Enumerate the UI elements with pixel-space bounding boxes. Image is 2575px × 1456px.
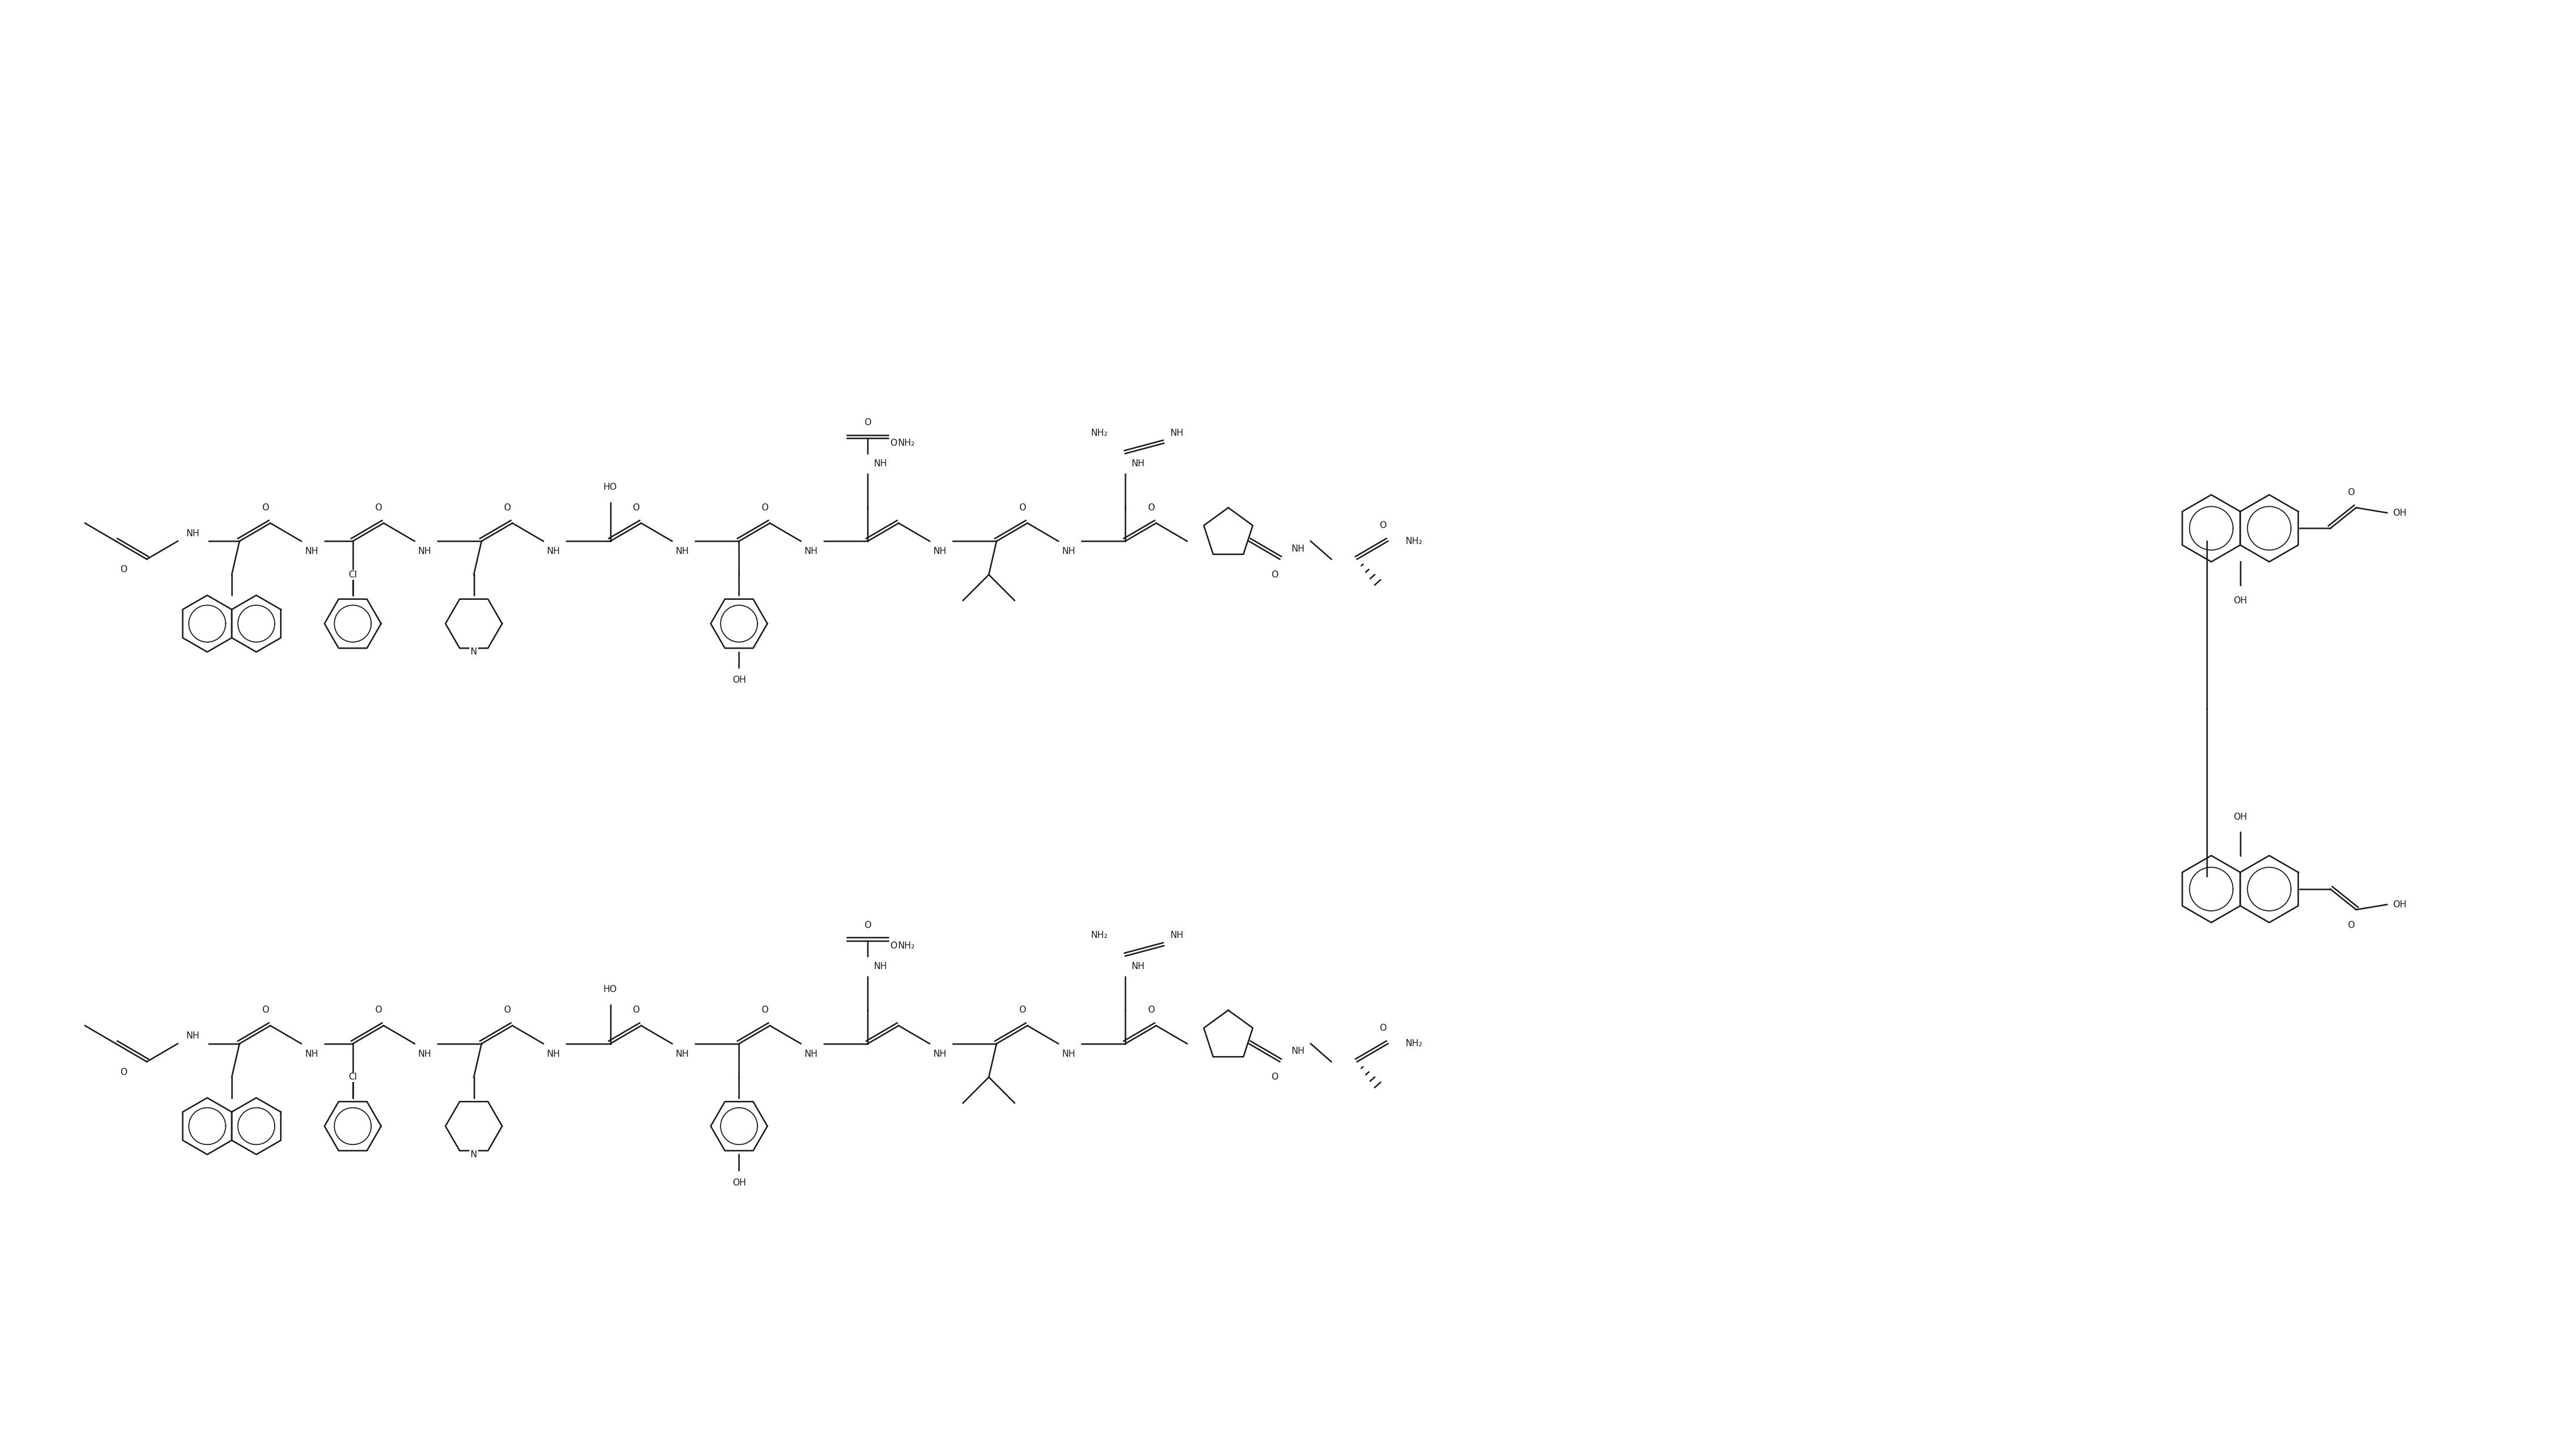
Text: OH: OH bbox=[731, 1178, 747, 1187]
Text: O: O bbox=[263, 1006, 268, 1015]
Text: O: O bbox=[1020, 504, 1025, 513]
Text: N: N bbox=[471, 1150, 476, 1159]
Text: NH: NH bbox=[417, 1050, 433, 1059]
Text: NH: NH bbox=[803, 547, 819, 556]
Text: NH: NH bbox=[1061, 1050, 1076, 1059]
Text: OH: OH bbox=[2392, 508, 2408, 517]
Text: O: O bbox=[1380, 521, 1385, 530]
Text: O: O bbox=[865, 920, 870, 929]
Text: NH₂: NH₂ bbox=[1406, 537, 1421, 546]
Text: HO: HO bbox=[603, 482, 618, 492]
Text: O: O bbox=[505, 504, 510, 513]
Text: NH: NH bbox=[932, 547, 948, 556]
Text: NH₂: NH₂ bbox=[899, 438, 914, 447]
Text: NH: NH bbox=[185, 1031, 201, 1041]
Text: NH: NH bbox=[1290, 545, 1306, 553]
Text: O: O bbox=[121, 1067, 126, 1076]
Text: O: O bbox=[1020, 1006, 1025, 1015]
Text: O: O bbox=[1148, 504, 1154, 513]
Text: NH₂: NH₂ bbox=[1092, 930, 1107, 941]
Text: NH: NH bbox=[304, 1050, 319, 1059]
Text: NH: NH bbox=[304, 547, 319, 556]
Text: O: O bbox=[1380, 1024, 1385, 1032]
Text: O: O bbox=[1272, 571, 1277, 579]
Text: NH: NH bbox=[1130, 962, 1146, 971]
Text: NH: NH bbox=[1169, 428, 1184, 437]
Text: O: O bbox=[762, 504, 767, 513]
Text: O: O bbox=[505, 1006, 510, 1015]
Text: NH₂: NH₂ bbox=[899, 942, 914, 951]
Text: NH: NH bbox=[873, 460, 888, 469]
Text: NH: NH bbox=[546, 547, 561, 556]
Text: HO: HO bbox=[603, 986, 618, 994]
Text: NH: NH bbox=[1169, 930, 1184, 941]
Text: NH: NH bbox=[417, 547, 433, 556]
Text: NH: NH bbox=[1290, 1047, 1306, 1056]
Text: Cl: Cl bbox=[348, 1073, 358, 1082]
Text: Cl: Cl bbox=[348, 571, 358, 579]
Text: O: O bbox=[1148, 1006, 1154, 1015]
Text: N: N bbox=[471, 648, 476, 657]
Text: NH: NH bbox=[185, 529, 201, 537]
Text: O: O bbox=[1272, 1073, 1277, 1082]
Text: O: O bbox=[633, 504, 639, 513]
Text: O: O bbox=[633, 1006, 639, 1015]
Text: NH: NH bbox=[803, 1050, 819, 1059]
Text: NH: NH bbox=[1130, 460, 1146, 469]
Text: OH: OH bbox=[2233, 596, 2248, 604]
Text: OH: OH bbox=[2392, 900, 2408, 909]
Text: NH: NH bbox=[873, 962, 888, 971]
Text: O: O bbox=[263, 504, 268, 513]
Text: NH: NH bbox=[1061, 547, 1076, 556]
Text: O: O bbox=[891, 438, 896, 447]
Text: O: O bbox=[376, 1006, 381, 1015]
Text: NH₂: NH₂ bbox=[1092, 428, 1107, 437]
Text: O: O bbox=[762, 1006, 767, 1015]
Text: NH: NH bbox=[675, 1050, 690, 1059]
Text: NH: NH bbox=[932, 1050, 948, 1059]
Text: O: O bbox=[2348, 920, 2354, 929]
Text: NH₂: NH₂ bbox=[1406, 1040, 1421, 1048]
Text: O: O bbox=[891, 942, 896, 951]
Text: O: O bbox=[376, 504, 381, 513]
Text: OH: OH bbox=[2233, 812, 2248, 821]
Text: OH: OH bbox=[731, 676, 747, 684]
Text: NH: NH bbox=[546, 1050, 561, 1059]
Text: NH: NH bbox=[675, 547, 690, 556]
Text: O: O bbox=[121, 565, 126, 574]
Text: O: O bbox=[865, 418, 870, 427]
Text: O: O bbox=[2348, 488, 2354, 496]
